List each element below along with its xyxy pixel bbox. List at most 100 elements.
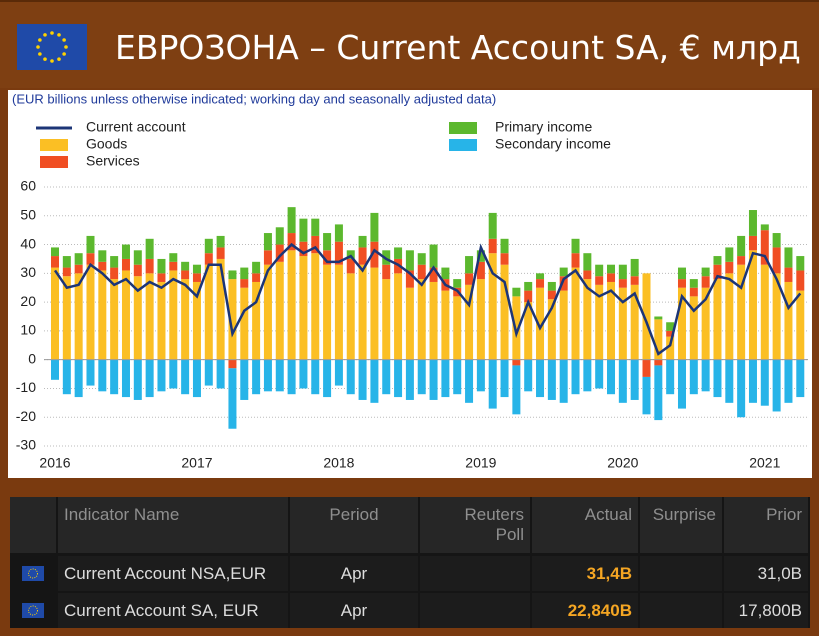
bar-segment <box>263 264 272 360</box>
bar-segment <box>760 224 769 231</box>
bar-segment <box>323 250 332 265</box>
bar-segment <box>725 273 734 360</box>
bar-segment <box>405 287 414 360</box>
bar-segment <box>121 270 130 360</box>
table-cell: 31,4B <box>532 556 638 591</box>
bar-segment <box>559 290 568 360</box>
bar-segment <box>86 235 95 254</box>
bar-segment <box>666 330 675 337</box>
bar-segment <box>465 273 474 285</box>
bar-segment <box>500 264 509 360</box>
table-cell: 22,840B <box>532 593 638 628</box>
bar-segment <box>713 256 722 265</box>
bar-segment <box>370 267 379 360</box>
x-tick-label: 2016 <box>39 455 70 471</box>
bar-segment <box>713 359 722 398</box>
bar-segment <box>476 279 485 360</box>
bar-segment <box>275 244 284 262</box>
bar-segment <box>607 359 616 395</box>
bar-segment <box>547 299 556 360</box>
bar-segment <box>287 250 296 360</box>
bar-segment <box>62 267 71 277</box>
table-cell: Indicator Name <box>58 497 288 553</box>
bar-segment <box>181 359 190 395</box>
bar-segment <box>51 359 59 380</box>
y-tick-label: 50 <box>20 206 36 222</box>
legend-label: Primary income <box>495 119 592 135</box>
bar-segment <box>547 359 556 400</box>
bar-segment <box>666 336 675 360</box>
bar-segment <box>157 281 166 360</box>
bar-segment <box>110 359 119 395</box>
bar-segment <box>145 238 154 259</box>
y-tick-label: -20 <box>16 408 36 424</box>
bar-segment <box>240 267 249 280</box>
bar-segment <box>677 279 686 288</box>
bar-segment <box>417 264 426 280</box>
bar-segment <box>607 281 616 360</box>
bar-segment <box>784 247 793 268</box>
bar-segment <box>784 359 793 403</box>
bar-segment <box>74 273 83 360</box>
bar-segment <box>488 212 497 239</box>
bar-segment <box>536 273 545 280</box>
bar-segment <box>476 250 485 262</box>
bar-segment <box>441 290 450 360</box>
bar-segment <box>748 359 757 403</box>
bar-segment <box>488 238 497 254</box>
bar-segment <box>689 296 698 360</box>
bar-segment <box>429 281 438 360</box>
bar-segment <box>465 284 474 360</box>
bar-segment <box>62 359 71 395</box>
bar-segment <box>465 359 474 403</box>
bar-segment <box>642 273 651 360</box>
bar-segment <box>62 256 71 268</box>
bar-segment <box>98 261 107 271</box>
line-series <box>53 242 802 356</box>
bar-segment <box>287 207 296 234</box>
bar-segment <box>429 267 438 282</box>
bar-segment <box>346 258 355 274</box>
bar-segment <box>595 264 604 277</box>
table-cell: Apr <box>290 593 418 628</box>
bar-segment <box>476 261 485 280</box>
bar-segment <box>760 230 769 265</box>
bar-segment <box>192 281 201 360</box>
bar-segment <box>583 359 592 392</box>
bar-segment <box>559 359 568 403</box>
bar-segment <box>417 359 426 395</box>
legend-swatch <box>449 139 477 151</box>
bar-segment <box>121 359 130 398</box>
bar-segment <box>405 250 414 271</box>
bar-segment <box>689 359 698 395</box>
bar-segment <box>429 244 438 268</box>
bar-segment <box>784 267 793 282</box>
bar-segment <box>607 264 616 274</box>
bar-segment <box>748 235 757 251</box>
bar-segment <box>204 359 213 386</box>
bar-segment <box>713 264 722 280</box>
legend-label: Current account <box>86 119 186 135</box>
bar-segment <box>252 273 261 282</box>
bar-segment <box>654 365 663 421</box>
bar-segment <box>334 359 343 386</box>
bar-segment <box>370 212 379 242</box>
bar-segment <box>772 359 781 412</box>
table-cell <box>10 556 56 591</box>
bar-segment <box>571 359 580 395</box>
bar-segment <box>299 359 308 389</box>
y-tick-label: -10 <box>16 379 36 395</box>
bar-segment <box>536 279 545 288</box>
bar-segment <box>796 359 805 398</box>
table-cell: Period <box>290 497 418 553</box>
bar-segment <box>394 359 403 398</box>
bar-segment <box>121 244 130 259</box>
indicator-table: Indicator Name Period Reuters Poll Actual Su… <box>10 497 810 628</box>
bar-segment <box>216 235 225 248</box>
bar-segment <box>618 264 627 280</box>
bar-segment <box>429 359 438 400</box>
bar-segment <box>630 276 639 285</box>
bar-segment <box>358 247 367 265</box>
table-cell <box>420 593 530 628</box>
bar-segment <box>394 247 403 259</box>
